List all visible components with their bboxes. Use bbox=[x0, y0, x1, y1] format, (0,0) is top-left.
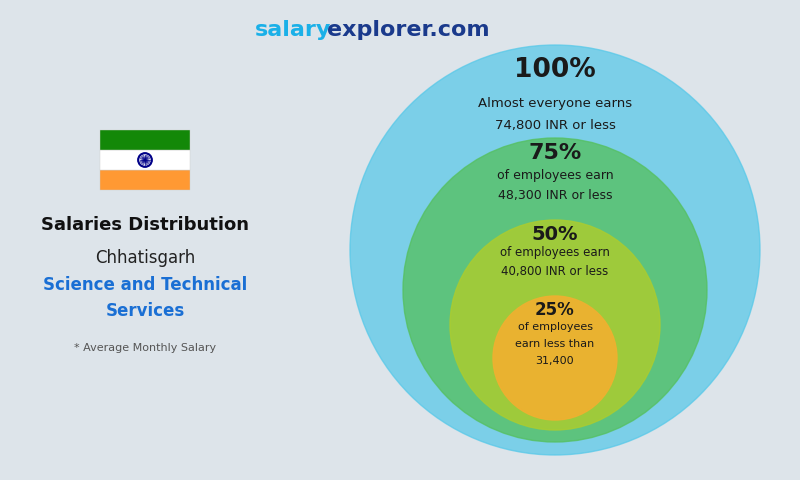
Circle shape bbox=[350, 45, 760, 455]
Text: 40,800 INR or less: 40,800 INR or less bbox=[502, 264, 609, 277]
Text: 50%: 50% bbox=[532, 225, 578, 244]
Text: Salaries Distribution: Salaries Distribution bbox=[41, 216, 249, 234]
Text: 48,300 INR or less: 48,300 INR or less bbox=[498, 189, 612, 202]
Text: Chhatisgarh: Chhatisgarh bbox=[95, 249, 195, 267]
Circle shape bbox=[403, 138, 707, 442]
Text: salary: salary bbox=[255, 20, 331, 40]
Text: 31,400: 31,400 bbox=[536, 356, 574, 366]
Text: Almost everyone earns: Almost everyone earns bbox=[478, 96, 632, 109]
Text: * Average Monthly Salary: * Average Monthly Salary bbox=[74, 343, 216, 353]
Text: of employees: of employees bbox=[518, 322, 593, 332]
Circle shape bbox=[493, 296, 617, 420]
Text: 75%: 75% bbox=[528, 143, 582, 163]
Circle shape bbox=[450, 220, 660, 430]
Text: 25%: 25% bbox=[535, 301, 575, 319]
Circle shape bbox=[140, 155, 150, 165]
Text: earn less than: earn less than bbox=[515, 339, 594, 349]
Text: 100%: 100% bbox=[514, 57, 596, 83]
Text: of employees earn: of employees earn bbox=[497, 168, 614, 181]
Bar bbox=[100, 170, 190, 190]
Text: Science and Technical
Services: Science and Technical Services bbox=[43, 276, 247, 320]
Text: explorer.com: explorer.com bbox=[327, 20, 490, 40]
Bar bbox=[100, 150, 190, 170]
Text: of employees earn: of employees earn bbox=[500, 247, 610, 260]
Text: 74,800 INR or less: 74,800 INR or less bbox=[494, 119, 615, 132]
Circle shape bbox=[138, 153, 152, 167]
Bar bbox=[100, 130, 190, 150]
